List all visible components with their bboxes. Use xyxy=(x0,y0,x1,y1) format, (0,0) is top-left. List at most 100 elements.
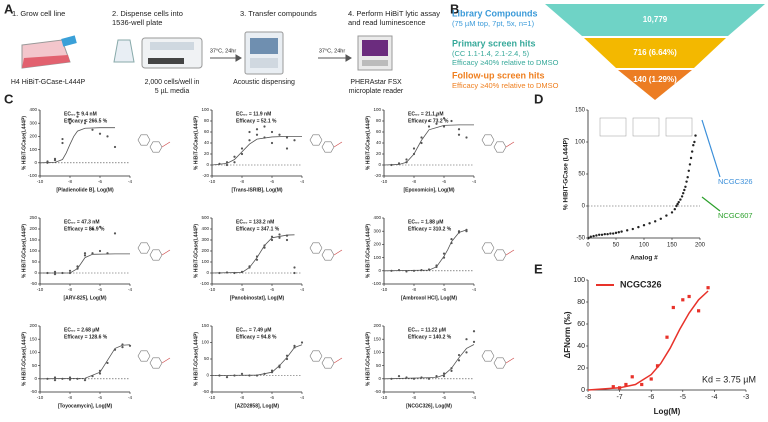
x-tick-label: -6 xyxy=(442,287,446,292)
y-tick-label: 0 xyxy=(378,268,381,273)
data-point xyxy=(76,115,79,118)
data-point xyxy=(405,158,408,161)
flask-icon xyxy=(21,35,77,69)
x-tick-label: -4 xyxy=(300,287,304,292)
tier-count: 140 (1.29%) xyxy=(633,75,677,84)
structure xyxy=(333,141,343,148)
data-point xyxy=(631,227,634,231)
data-point xyxy=(68,378,72,381)
data-point xyxy=(427,119,431,123)
x-tick-label: -6 xyxy=(270,179,274,184)
y-tick-label: 500 xyxy=(201,215,209,220)
data-point xyxy=(390,163,393,167)
x-tick-label: -10 xyxy=(381,395,388,400)
funnel-tier xyxy=(545,4,765,36)
data-point xyxy=(687,169,690,172)
y-tick-label: -50 xyxy=(576,236,585,242)
x-tick-label: -8 xyxy=(240,287,244,292)
y-tick-label: 100 xyxy=(373,107,381,112)
y-tick-label: 300 xyxy=(201,237,209,242)
data-point xyxy=(697,309,701,313)
x-tick-label: -6 xyxy=(648,394,654,401)
y-tick-label: 100 xyxy=(201,259,209,264)
data-point xyxy=(218,374,221,377)
x-tick-label: -10 xyxy=(381,179,388,184)
y-tick-label: 40 xyxy=(577,343,585,350)
x-axis-label: [Trans-ISRIB], Log(M) xyxy=(231,187,282,193)
x-tick-label: -8 xyxy=(412,395,416,400)
fit-curve xyxy=(39,127,115,164)
y-tick-label: 80 xyxy=(204,118,210,123)
data-point xyxy=(240,147,244,150)
y-tick-label: 100 xyxy=(373,350,381,355)
x-axis-label: [Epoxomicin], Log(M) xyxy=(403,187,454,193)
y-tick-label: 150 xyxy=(29,336,37,341)
y-tick-label: 0 xyxy=(206,373,209,378)
y-tick-label: 0 xyxy=(378,376,381,381)
structure xyxy=(149,249,163,261)
step-caption: H4 HiBiT-GCase-L444P xyxy=(11,79,86,86)
x-tick-label: 100 xyxy=(639,243,650,249)
data-point xyxy=(655,364,660,368)
y-axis-label: % HiBiT-GCase(L444P) xyxy=(21,224,27,279)
data-point xyxy=(106,252,109,255)
data-point xyxy=(113,348,117,351)
data-point xyxy=(53,379,57,382)
data-point xyxy=(618,386,622,390)
data-point xyxy=(624,382,628,387)
data-point xyxy=(405,376,408,379)
data-point xyxy=(465,338,468,341)
y-tick-label: 20 xyxy=(204,151,210,156)
annotation: Efficacy = 73.2 % xyxy=(408,118,449,124)
data-point xyxy=(263,136,266,139)
x-tick-label: -4 xyxy=(472,287,476,292)
funnel-tier xyxy=(584,38,726,68)
chart: -10 -8 -6 -4 -20 0 20 40 60 80 100 [Trans-ISRIB], L… xyxy=(193,107,304,193)
data-point xyxy=(113,145,117,149)
data-point xyxy=(680,195,684,198)
plate-reader-icon xyxy=(357,35,393,71)
data-point xyxy=(255,133,259,136)
data-point xyxy=(83,122,87,125)
data-point xyxy=(679,198,682,201)
x-tick-label: 50 xyxy=(613,243,620,249)
data-point xyxy=(390,269,393,272)
data-point xyxy=(427,268,431,271)
data-point xyxy=(98,249,102,253)
annotation: Efficacy = 310.2 % xyxy=(408,226,452,232)
data-point xyxy=(68,118,72,121)
structure xyxy=(149,141,163,153)
y-tick-label: 100 xyxy=(29,248,37,253)
data-point xyxy=(255,258,259,261)
x-tick-label: -8 xyxy=(68,179,72,184)
x-axis-label: [AZD2858], Log(M) xyxy=(235,403,280,409)
data-point xyxy=(397,269,401,272)
y-tick-label: 150 xyxy=(29,237,37,242)
annotation-arrow xyxy=(701,119,721,178)
panel-label: B xyxy=(450,1,459,16)
y-tick-label: -50 xyxy=(30,389,37,394)
structure xyxy=(493,357,507,369)
data-point xyxy=(614,231,618,235)
data-point xyxy=(270,238,274,242)
data-point xyxy=(270,369,274,372)
tier-detail: (CC 1.1-1.4, 2.1-2.4, 5) xyxy=(452,49,530,58)
y-tick-label: 150 xyxy=(201,323,209,328)
data-point xyxy=(681,298,685,302)
data-point xyxy=(665,335,669,339)
data-point xyxy=(397,375,401,378)
step-title: 1. Grow cell line xyxy=(12,9,65,18)
data-point xyxy=(98,132,102,135)
y-tick-label: 100 xyxy=(201,107,209,112)
data-point xyxy=(46,160,49,163)
y-tick-label: 0 xyxy=(378,162,381,167)
data-point xyxy=(278,133,281,136)
data-point xyxy=(420,136,423,139)
tier-title: Follow-up screen hits xyxy=(452,70,545,80)
annotation: Efficacy = 347.1 % xyxy=(236,226,280,232)
data-point xyxy=(390,377,393,380)
data-point xyxy=(121,346,124,349)
x-tick-label: -6 xyxy=(442,179,446,184)
data-point xyxy=(83,254,87,257)
fit-curve xyxy=(383,344,475,380)
